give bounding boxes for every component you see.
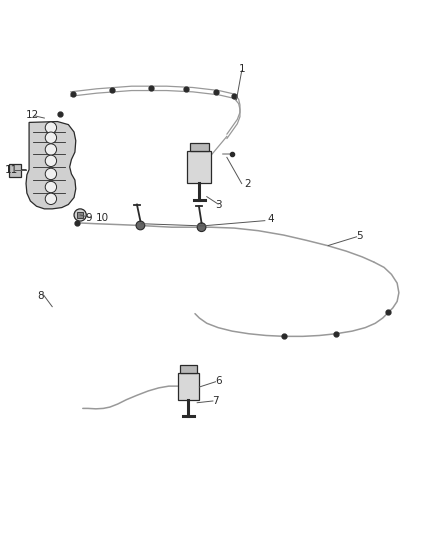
- Bar: [190, 142, 208, 151]
- Text: 7: 7: [212, 396, 219, 406]
- Text: 12: 12: [25, 110, 39, 119]
- Circle shape: [74, 209, 86, 221]
- Text: 8: 8: [38, 291, 44, 301]
- Bar: [187, 151, 212, 183]
- Circle shape: [45, 193, 57, 205]
- Circle shape: [45, 155, 57, 166]
- Circle shape: [197, 223, 206, 231]
- Polygon shape: [26, 122, 76, 209]
- Circle shape: [45, 168, 57, 180]
- Circle shape: [136, 221, 145, 230]
- Text: 3: 3: [215, 200, 222, 211]
- Text: 11: 11: [5, 165, 18, 175]
- Text: 10: 10: [95, 214, 109, 223]
- Text: 4: 4: [267, 214, 274, 224]
- Circle shape: [45, 122, 57, 133]
- Text: 9: 9: [85, 214, 92, 223]
- Text: 1: 1: [238, 64, 245, 74]
- Circle shape: [45, 144, 57, 155]
- Bar: [177, 373, 199, 400]
- Text: 6: 6: [215, 376, 222, 386]
- Circle shape: [45, 181, 57, 193]
- Text: 5: 5: [356, 231, 363, 241]
- Bar: [77, 212, 83, 218]
- Bar: [9, 164, 21, 177]
- Bar: [180, 365, 197, 373]
- Circle shape: [45, 132, 57, 143]
- Text: 2: 2: [244, 180, 251, 189]
